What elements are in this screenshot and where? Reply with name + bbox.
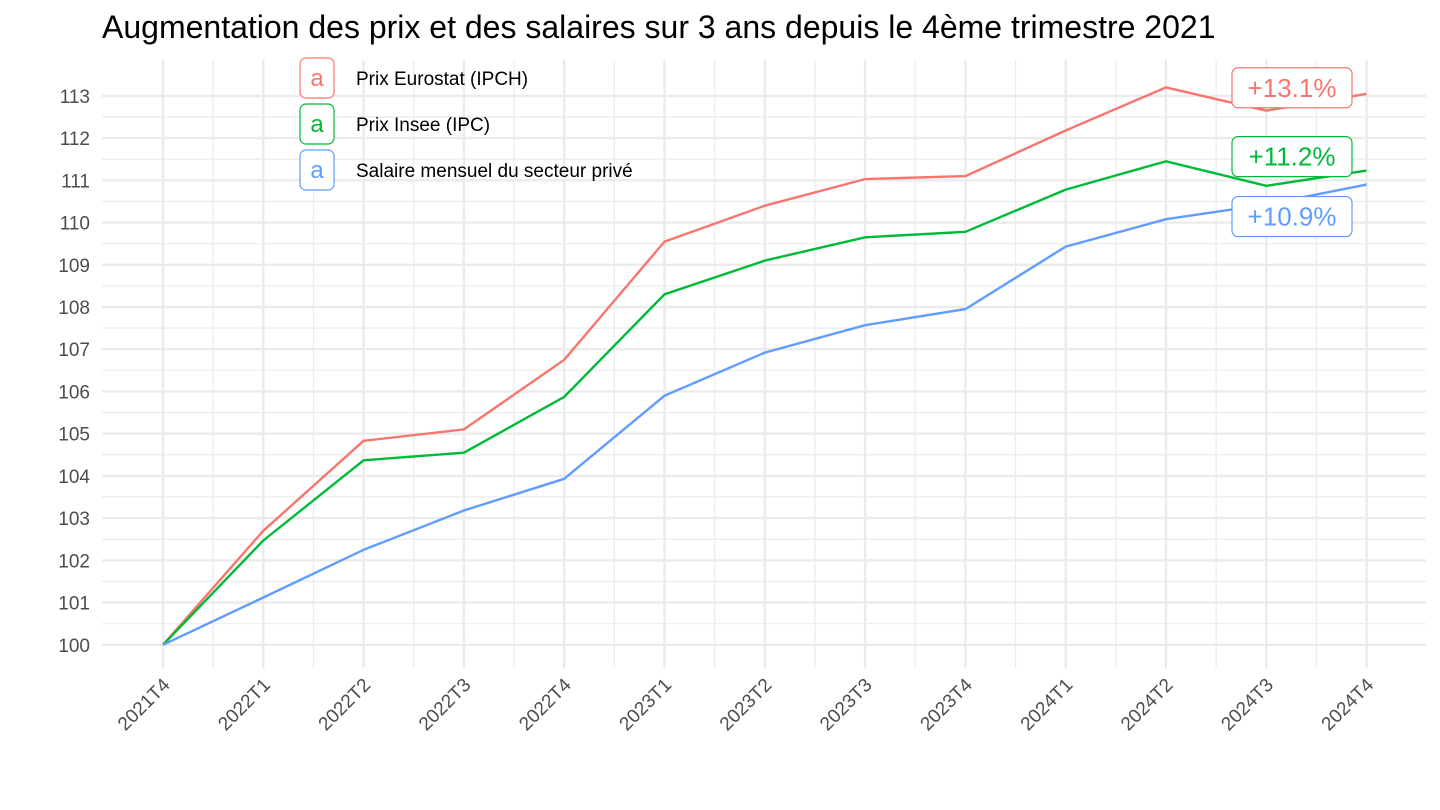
x-tick-label: 2024T2 [1117,675,1177,735]
x-tick-label: 2023T1 [616,675,676,735]
y-tick-label: 102 [58,551,90,572]
x-tick-label: 2022T3 [415,675,475,735]
series-line-1 [162,86,1367,646]
legend-key-glyph-1: a [310,65,324,92]
end-labels: +13.1% +11.2% +10.9% [1231,67,1353,238]
end-label-box-3 [1231,195,1353,238]
y-tick-label: 112 [60,129,90,150]
legend: a Prix Eurostat (IPCH) a Prix Insee (IPC) a S… [299,57,633,191]
y-tick-label: 103 [58,509,90,530]
y-tick-label: 109 [58,256,90,277]
end-label-2: +11.2% [1249,142,1336,172]
end-label-1: +13.1% [1248,73,1337,103]
x-tick-label: 2023T2 [716,675,776,735]
chart-title: Augmentation des prix et des salaires su… [102,9,1215,45]
x-tick-label: 2022T2 [315,675,375,735]
y-tick-label: 108 [58,298,90,319]
y-tick-label: 110 [60,214,90,235]
x-tick-label: 2023T3 [816,675,876,735]
series-line-2 [162,160,1367,646]
x-tick-label: 2024T3 [1217,675,1277,735]
legend-label-3: Salaire mensuel du secteur privé [356,161,633,182]
x-tick-label: 2023T4 [917,674,978,735]
y-tick-label: 107 [58,340,90,361]
series-lines [162,86,1367,646]
y-axis-ticks: 100 101 102 103 104 105 106 107 108 109 110 111 112 1… [58,87,90,657]
end-label-box-1 [1231,67,1353,109]
y-tick-label: 113 [60,87,90,108]
legend-key-box-3 [299,149,335,191]
x-tick-label: 2022T1 [214,675,274,735]
y-tick-label: 105 [58,425,90,446]
y-tick-label: 106 [58,382,90,403]
x-tick-label: 2024T4 [1318,674,1379,735]
end-label-3: +10.9% [1248,202,1337,232]
legend-key-box-2 [299,103,335,145]
x-tick-label: 2022T4 [515,674,576,735]
x-tick-label: 2021T4 [114,674,175,735]
legend-key-box-1 [299,57,335,99]
legend-label-2: Prix Insee (IPC) [356,115,490,136]
y-tick-label: 101 [58,594,90,615]
legend-key-glyph-3: a [310,157,324,184]
y-tick-label: 104 [58,467,90,488]
series-line-3 [162,183,1367,646]
legend-key-glyph-2: a [310,111,324,138]
x-axis-ticks: 2021T4 2022T1 2022T2 2022T3 2022T4 2023T1 2023… [114,674,1378,735]
end-label-box-2 [1231,136,1353,178]
legend-label-1: Prix Eurostat (IPCH) [356,69,528,90]
x-tick-label: 2024T1 [1017,675,1077,735]
y-tick-label: 100 [58,636,90,657]
grid [102,60,1426,668]
y-tick-label: 111 [61,171,90,192]
